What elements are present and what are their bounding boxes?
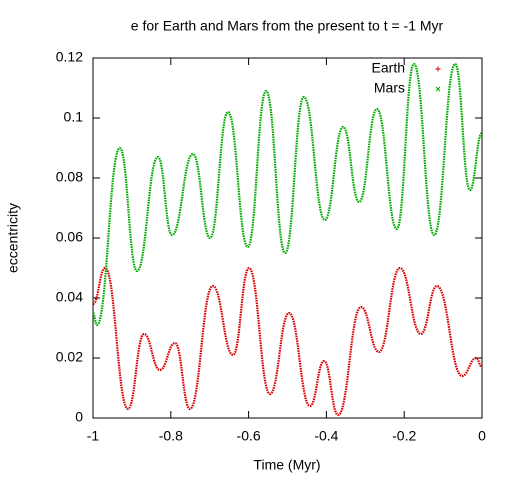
y-axis-label: eccentricity xyxy=(5,203,21,273)
x-axis-label: Time (Myr) xyxy=(253,457,320,473)
legend-label: Mars xyxy=(374,80,405,96)
y-tick-label: 0.06 xyxy=(56,229,83,245)
x-tick-label: -0.8 xyxy=(159,428,183,444)
series-points xyxy=(91,62,484,327)
x-tick-label: 0 xyxy=(478,428,486,444)
chart-title: e for Earth and Mars from the present to… xyxy=(131,18,444,34)
y-tick-label: 0.12 xyxy=(56,49,83,65)
legend-label: Earth xyxy=(372,60,405,76)
x-tick-label: -0.2 xyxy=(392,428,416,444)
series-points xyxy=(91,266,483,417)
y-tick-label: 0 xyxy=(75,409,83,425)
x-tick-label: -0.6 xyxy=(237,428,261,444)
x-tick-label: -0.4 xyxy=(314,428,338,444)
y-tick-label: 0.04 xyxy=(56,289,83,305)
legend-marker xyxy=(435,86,441,92)
y-tick-label: 0.1 xyxy=(64,109,84,125)
x-tick-label: -1 xyxy=(87,428,100,444)
legend-marker xyxy=(435,66,441,72)
y-tick-label: 0.08 xyxy=(56,169,83,185)
y-tick-label: 0.02 xyxy=(56,349,83,365)
